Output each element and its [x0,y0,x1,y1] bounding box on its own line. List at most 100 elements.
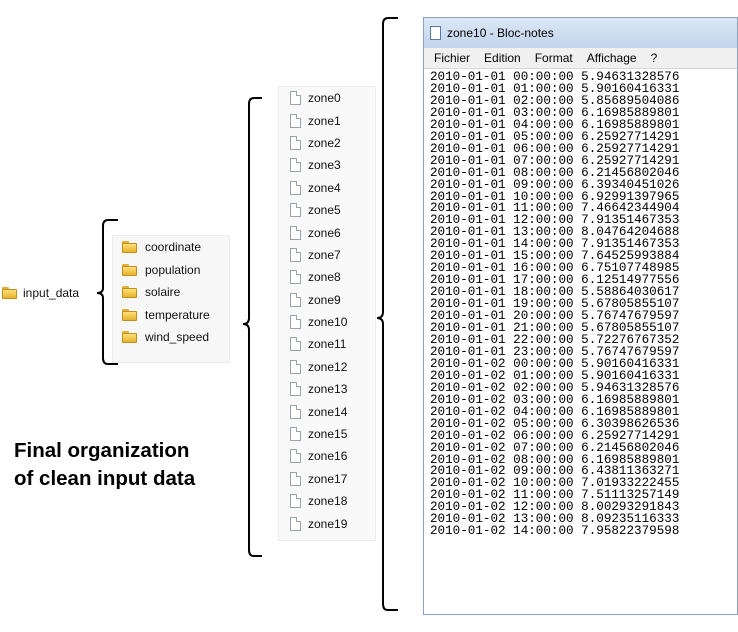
file-item[interactable]: zone12 [279,356,375,378]
text-line: 2010-01-01 10:00:00 6.92991397965 [430,189,680,204]
text-line: 2010-01-02 02:00:00 5.94631328576 [430,380,680,395]
folder-item[interactable]: population [113,259,229,282]
file-item-label: zone13 [308,382,348,397]
file-icon [290,247,301,262]
text-line: 2010-01-02 00:00:00 5.90160416331 [430,356,680,371]
folder-item-label: coordinate [145,240,202,255]
notepad-window: zone10 - Bloc-notes Fichier Edition Form… [423,17,738,615]
root-folder-label: input_data [23,286,80,300]
file-item[interactable]: zone3 [279,154,375,176]
text-line: 2010-01-02 01:00:00 5.90160416331 [430,368,680,383]
file-item-label: zone18 [308,494,348,509]
file-item[interactable]: zone18 [279,490,375,512]
text-line: 2010-01-01 09:00:00 6.39340451026 [430,177,680,192]
file-icon [290,203,301,218]
text-line: 2010-01-01 15:00:00 7.64525993884 [430,249,680,264]
file-item[interactable]: zone17 [279,468,375,490]
text-line: 2010-01-02 09:00:00 6.43811363271 [430,464,680,479]
file-icon [290,91,301,106]
file-item-label: zone1 [308,113,341,128]
notepad-text-area[interactable]: 2010-01-01 00:00:00 5.94631328576 2010-01… [424,69,737,538]
menu-edition[interactable]: Edition [484,51,521,65]
text-line: 2010-01-02 10:00:00 7.01933222455 [430,476,680,491]
bracket-zones [242,97,262,557]
folder-item-label: wind_speed [145,330,210,345]
folder-icon [2,287,17,299]
caption-line-1: Final organization [14,439,190,462]
text-line: 2010-01-01 22:00:00 5.72276767352 [430,332,680,347]
text-line: 2010-01-01 16:00:00 6.75107748985 [430,261,680,276]
text-line: 2010-01-02 05:00:00 6.30398626536 [430,416,680,431]
text-line: 2010-01-02 04:00:00 6.16985889801 [430,404,680,419]
file-icon [290,113,301,128]
file-icon [290,225,301,240]
text-line: 2010-01-01 07:00:00 6.25927714291 [430,153,680,168]
file-icon [290,292,301,307]
menu-format[interactable]: Format [534,51,573,65]
text-line: 2010-01-02 08:00:00 6.16985889801 [430,452,680,467]
text-line: 2010-01-01 00:00:00 5.94631328576 [430,70,680,84]
file-icon [290,180,301,195]
folder-item[interactable]: solaire [113,281,229,304]
file-item[interactable]: zone19 [279,512,375,534]
notepad-icon [430,26,441,40]
file-item[interactable]: zone8 [279,266,375,288]
text-line: 2010-01-01 11:00:00 7.46642344904 [430,201,680,216]
text-line: 2010-01-01 08:00:00 6.21456802046 [430,165,680,180]
text-line: 2010-01-02 07:00:00 6.21456802046 [430,440,680,455]
file-icon [290,337,301,352]
file-item[interactable]: zone0 [279,87,375,109]
folder-item-label: population [145,262,201,277]
text-line: 2010-01-02 13:00:00 8.09235116333 [430,512,680,527]
zone-file-list: zone0 zone1 zone2 zone3 zone4 zone5 zone… [278,86,376,541]
text-line: 2010-01-01 02:00:00 5.85689504086 [430,93,680,108]
file-item[interactable]: zone11 [279,333,375,355]
text-line: 2010-01-01 01:00:00 5.90160416331 [430,81,680,96]
menu-affichage[interactable]: Affichage [586,51,637,65]
file-item-label: zone5 [308,203,341,218]
text-line: 2010-01-01 04:00:00 6.16985889801 [430,117,680,132]
file-item-label: zone15 [308,427,348,442]
file-item[interactable]: zone13 [279,378,375,400]
file-item-label: zone4 [308,180,341,195]
file-item-label: zone6 [308,225,341,240]
notepad-titlebar[interactable]: zone10 - Bloc-notes [424,18,737,48]
folder-list: coordinate population solaire temperatur… [112,235,230,363]
folder-icon [122,331,137,344]
file-icon [290,427,301,442]
root-folder[interactable]: input_data [2,286,79,300]
file-icon [290,270,301,285]
file-item[interactable]: zone4 [279,177,375,199]
text-line: 2010-01-02 14:00:00 7.95822379598 [430,524,680,539]
file-item[interactable]: zone6 [279,221,375,243]
file-item-label: zone11 [308,337,347,352]
notepad-menubar: Fichier Edition Format Affichage ? [424,48,737,69]
text-line: 2010-01-01 05:00:00 6.25927714291 [430,129,680,144]
notepad-title: zone10 - Bloc-notes [447,26,554,40]
file-item-label: zone2 [308,135,341,150]
file-item-label: zone12 [308,359,348,374]
bracket-folders [96,219,118,365]
folder-item-label: temperature [145,307,210,322]
text-line: 2010-01-01 20:00:00 5.76747679597 [430,309,680,324]
folder-item[interactable]: wind_speed [113,326,229,349]
folder-item-label: solaire [145,285,181,300]
text-line: 2010-01-01 17:00:00 6.12514977556 [430,273,680,288]
file-item[interactable]: zone2 [279,132,375,154]
file-item[interactable]: zone16 [279,445,375,467]
file-item[interactable]: zone1 [279,109,375,131]
file-item[interactable]: zone15 [279,423,375,445]
folder-item[interactable]: temperature [113,304,229,327]
menu-fichier[interactable]: Fichier [434,51,471,65]
file-item[interactable]: zone7 [279,244,375,266]
text-line: 2010-01-01 06:00:00 6.25927714291 [430,141,680,156]
file-icon [290,494,301,509]
file-item[interactable]: zone9 [279,289,375,311]
file-item[interactable]: zone10 [279,311,375,333]
menu-help[interactable]: ? [650,51,658,65]
text-line: 2010-01-02 06:00:00 6.25927714291 [430,428,680,443]
folder-item[interactable]: coordinate [113,236,229,259]
file-item[interactable]: zone5 [279,199,375,221]
file-item[interactable]: zone14 [279,400,375,422]
